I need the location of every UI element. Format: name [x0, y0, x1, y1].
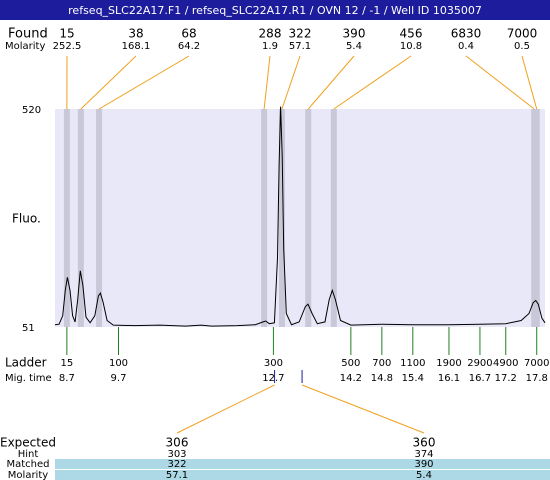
hint-size: 374: [414, 449, 433, 460]
plot-area: [55, 109, 545, 327]
matched-molarity: 5.4: [416, 470, 432, 480]
found-size: 6830: [451, 27, 482, 41]
found-peak-band: [261, 109, 268, 327]
ladder-size: 100: [109, 358, 128, 369]
expected-size: 306: [166, 436, 189, 450]
ladder-time: 16.7: [469, 373, 491, 384]
ladder-size: 2900: [467, 358, 492, 369]
expected-size: 360: [413, 436, 436, 450]
ladder-time: 14.2: [340, 373, 362, 384]
header-bar: [0, 0, 550, 20]
ladder-size: 300: [264, 358, 283, 369]
ladder-size: 700: [372, 358, 391, 369]
found-connector: [263, 55, 271, 110]
expected-molarity-label: Molarity: [8, 470, 48, 480]
expected-connector: [176, 384, 275, 434]
ladder-time: 9.7: [111, 373, 127, 384]
found-peak-band: [330, 109, 337, 327]
ladder-time: 8.7: [59, 373, 75, 384]
found-connector: [521, 55, 538, 110]
found-molarity: 64.2: [178, 41, 200, 52]
molarity-row: [55, 470, 550, 480]
found-connector: [80, 55, 137, 110]
trace: [54, 106, 546, 327]
matched-molarity: 57.1: [166, 470, 188, 480]
ladder-time: 16.1: [438, 373, 460, 384]
found-molarity: 0.5: [514, 41, 530, 52]
found-size: 15: [59, 27, 74, 41]
expected-label: Expected: [0, 436, 56, 450]
found-molarity: 1.9: [262, 41, 278, 52]
ladder-time: 15.4: [402, 373, 424, 384]
matched-size: 322: [167, 459, 186, 470]
found-molarity-label: Molarity: [5, 41, 45, 52]
found-size: 68: [181, 27, 196, 41]
found-size: 38: [128, 27, 143, 41]
ladder-size: 1900: [436, 358, 461, 369]
hint-size: 303: [167, 449, 186, 460]
ladder-size: 7000: [524, 358, 549, 369]
ladder-time: 14.8: [371, 373, 393, 384]
ladder-time: 17.2: [495, 373, 517, 384]
found-size: 7000: [507, 27, 538, 41]
found-peak-band: [96, 109, 103, 327]
found-connector: [465, 55, 535, 110]
found-peak-band: [278, 109, 285, 327]
found-peak-band: [77, 109, 84, 327]
hint-label: Hint: [18, 449, 39, 460]
ladder-time: 17.8: [526, 373, 548, 384]
found-peak-band: [63, 109, 70, 327]
found-connector: [98, 55, 190, 110]
found-size: 456: [400, 27, 423, 41]
found-molarity: 10.8: [400, 41, 422, 52]
found-size: 288: [259, 27, 282, 41]
ladder-size: 4900: [493, 358, 518, 369]
matched-label: Matched: [6, 459, 49, 470]
matched-size: 390: [414, 459, 433, 470]
found-label: Found: [8, 27, 48, 42]
y-tick-label: 51: [22, 323, 35, 334]
found-molarity: 168.1: [122, 41, 151, 52]
ladder-size: 1100: [400, 358, 425, 369]
found-molarity: 252.5: [53, 41, 82, 52]
ladder-label: Ladder: [5, 356, 47, 370]
matched-row: [55, 459, 550, 469]
found-molarity: 0.4: [458, 41, 474, 52]
found-size: 390: [343, 27, 366, 41]
found-connector: [333, 55, 412, 110]
found-connector: [307, 55, 355, 110]
header-title: refseq_SLC22A17.F1 / refseq_SLC22A17.R1 …: [68, 4, 482, 17]
ladder-time: 12.7: [262, 373, 284, 384]
found-molarity: 5.4: [346, 41, 362, 52]
y-axis-label: Fluo.: [12, 212, 41, 226]
expected-connector: [301, 384, 425, 434]
found-peak-band: [533, 109, 540, 327]
found-peak-band: [305, 109, 312, 327]
y-tick-label: 520: [22, 105, 41, 116]
ladder-size: 500: [341, 358, 360, 369]
ladder-size: 15: [61, 358, 74, 369]
found-connector: [281, 55, 301, 110]
found-molarity: 57.1: [289, 41, 311, 52]
mig-time-label: Mig. time: [5, 373, 52, 384]
found-size: 322: [289, 27, 312, 41]
